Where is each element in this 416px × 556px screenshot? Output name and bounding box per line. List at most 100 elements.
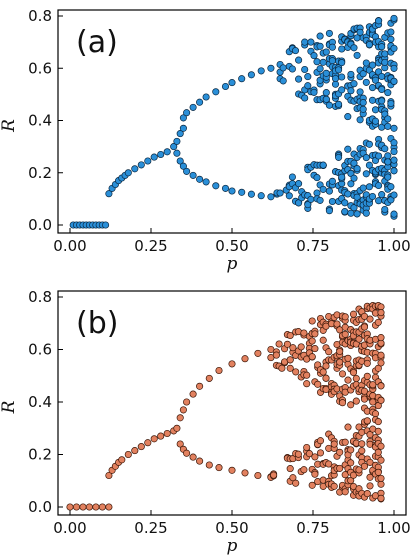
data-point	[378, 85, 386, 94]
data-point	[205, 374, 213, 382]
panel-b-points	[66, 302, 385, 511]
data-point	[286, 356, 294, 364]
data-point	[295, 56, 303, 64]
data-point	[196, 175, 204, 183]
data-point	[390, 148, 398, 156]
data-point	[331, 74, 340, 83]
data-point	[360, 323, 369, 331]
data-point	[336, 358, 344, 366]
data-point	[212, 182, 220, 190]
data-point	[285, 192, 293, 200]
data-point	[316, 196, 324, 204]
data-point	[347, 446, 355, 454]
data-point	[362, 154, 370, 162]
data-point	[349, 368, 358, 377]
data-point	[368, 192, 377, 201]
y-tick-label: 0.6	[28, 341, 52, 359]
panel-a-label: (a)	[76, 25, 118, 60]
data-point	[247, 190, 255, 198]
data-point	[333, 320, 341, 328]
x-tick-label: 1.00	[377, 237, 410, 255]
data-point	[359, 99, 367, 107]
data-point	[301, 65, 309, 74]
data-point	[347, 401, 355, 409]
data-point	[374, 468, 382, 476]
data-point	[313, 174, 321, 182]
data-point	[325, 29, 333, 37]
data-point	[377, 480, 385, 488]
data-point	[310, 52, 318, 60]
data-point	[371, 117, 380, 125]
data-point	[307, 38, 315, 46]
data-point	[311, 470, 319, 478]
y-tick-label: 0.0	[28, 216, 52, 234]
panel-a: 0.00 0.25 0.50 0.75 1.000.00.20.40.60.8 (a) …	[0, 7, 411, 274]
data-point	[359, 184, 367, 192]
data-point	[189, 103, 197, 111]
data-point	[270, 471, 278, 479]
panel-a-y-axis-label: R	[0, 119, 19, 133]
y-tick-label: 0.6	[28, 59, 52, 77]
data-point	[215, 464, 223, 472]
data-point	[338, 59, 346, 67]
data-point	[300, 329, 308, 337]
data-point	[377, 456, 385, 464]
data-point	[319, 185, 327, 193]
data-point	[358, 440, 366, 448]
data-point	[360, 462, 369, 470]
data-point	[176, 414, 184, 422]
data-point	[305, 450, 313, 458]
data-point	[375, 181, 383, 190]
data-point	[390, 14, 398, 22]
x-tick-label: 0.75	[296, 237, 329, 255]
data-point	[366, 482, 374, 490]
data-point	[254, 349, 262, 357]
data-point	[308, 317, 316, 325]
data-point	[378, 43, 386, 51]
data-point	[378, 72, 386, 81]
data-point	[303, 380, 311, 388]
data-point	[98, 503, 106, 511]
data-point	[202, 178, 210, 186]
y-tick-label: 0.2	[28, 164, 52, 182]
data-point	[362, 170, 370, 178]
data-point	[322, 48, 330, 56]
data-point	[311, 345, 319, 353]
data-point	[365, 183, 373, 191]
data-point	[228, 466, 236, 474]
data-point	[341, 313, 349, 321]
data-point	[378, 191, 386, 199]
data-point	[131, 447, 139, 455]
data-point	[350, 80, 358, 88]
data-point	[338, 86, 346, 94]
data-point	[183, 398, 191, 406]
data-point	[377, 382, 385, 390]
y-tick-label: 0.2	[28, 446, 52, 464]
data-point	[352, 397, 360, 405]
data-point	[189, 390, 197, 398]
data-point	[356, 28, 364, 36]
data-point	[228, 360, 236, 368]
data-point	[375, 152, 383, 160]
data-point	[163, 148, 171, 156]
data-point	[221, 184, 230, 192]
data-point	[176, 130, 184, 138]
data-point	[150, 153, 158, 161]
data-point	[322, 95, 330, 103]
data-point	[316, 449, 325, 457]
data-point	[366, 431, 374, 439]
data-point	[390, 64, 398, 72]
x-tick-label: 0.50	[215, 237, 248, 255]
data-point	[313, 58, 321, 66]
data-point	[183, 167, 191, 175]
data-point	[344, 145, 352, 153]
data-point	[381, 58, 389, 66]
data-point	[144, 439, 152, 447]
data-point	[377, 494, 385, 502]
data-point	[353, 165, 361, 173]
data-point	[304, 73, 312, 81]
data-point	[362, 59, 370, 67]
data-point	[377, 474, 385, 482]
data-point	[279, 64, 287, 72]
data-point	[328, 57, 336, 65]
